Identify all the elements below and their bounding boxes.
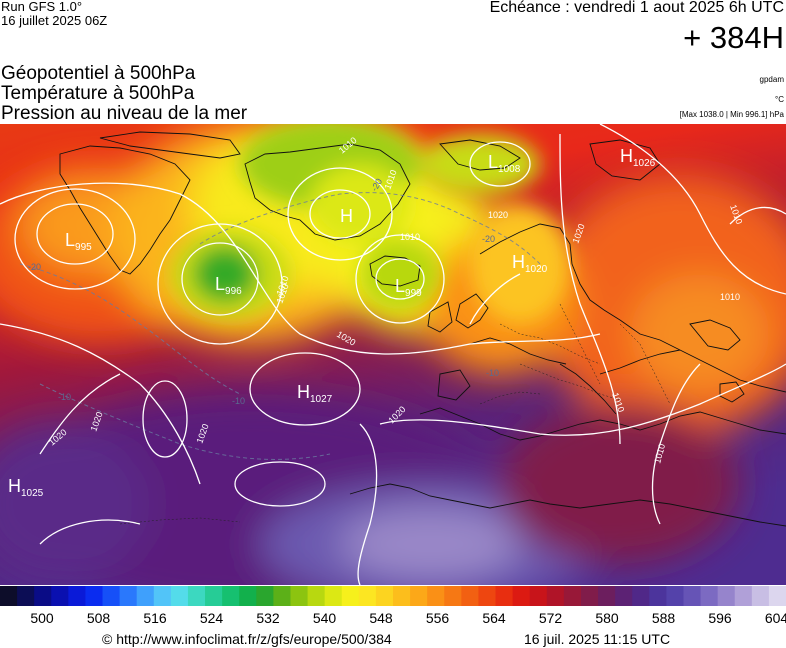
color-scale-swatch bbox=[717, 586, 736, 606]
color-scale-swatch bbox=[546, 586, 565, 606]
color-scale-tick: 556 bbox=[425, 610, 450, 626]
color-scale-swatch bbox=[273, 586, 292, 606]
color-scale-swatch bbox=[358, 586, 377, 606]
color-scale-tick: 548 bbox=[369, 610, 393, 626]
pressure-system-label: H1026 bbox=[620, 146, 656, 169]
pressure-system-label: H1020 bbox=[512, 252, 548, 275]
color-scale-swatch bbox=[734, 586, 753, 606]
weather-map: L995 L996 H L999 L1008 H1026 H1020 H1027… bbox=[0, 124, 786, 585]
color-scale-swatch bbox=[17, 586, 35, 606]
color-scale-swatch bbox=[307, 586, 326, 606]
unit-geopotential: gpdam bbox=[759, 75, 784, 84]
color-scale-swatch bbox=[136, 586, 155, 606]
color-scale-swatch bbox=[187, 586, 206, 606]
unit-temperature: °C bbox=[775, 95, 784, 104]
pressure-system-label: L995 bbox=[65, 230, 92, 253]
color-scale bbox=[0, 586, 786, 606]
color-scale-tick: 516 bbox=[143, 610, 167, 626]
color-scale-tick: 508 bbox=[86, 610, 111, 626]
color-scale-tick: 500 bbox=[30, 610, 54, 626]
pressure-system-label: H bbox=[340, 206, 353, 226]
color-scale-tick: 540 bbox=[312, 610, 337, 626]
color-scale-swatch bbox=[256, 586, 274, 606]
color-scale-swatch bbox=[410, 586, 428, 606]
run-date: 16 juillet 2025 06Z bbox=[1, 13, 108, 28]
color-scale-swatch bbox=[649, 586, 667, 606]
temperature-label: -20 bbox=[482, 234, 495, 244]
color-scale-swatch bbox=[375, 586, 394, 606]
color-scale-swatch bbox=[393, 586, 411, 606]
render-timestamp: 16 juil. 2025 11:15 UTC bbox=[524, 631, 671, 647]
isobars bbox=[0, 124, 786, 585]
color-scale-swatch bbox=[427, 586, 445, 606]
color-scale-swatch bbox=[444, 586, 462, 606]
forecast-horizon: + 384H bbox=[683, 20, 784, 55]
title-geopotential: Géopotentiel à 500hPa bbox=[1, 63, 196, 84]
pressure-system-label: H1027 bbox=[297, 382, 333, 405]
color-scale-swatch bbox=[700, 586, 719, 606]
color-scale-swatch bbox=[563, 586, 582, 606]
color-scale-swatch bbox=[51, 586, 69, 606]
color-scale-swatch bbox=[615, 586, 633, 606]
color-scale-swatch bbox=[119, 586, 138, 606]
color-scale-swatch bbox=[683, 586, 702, 606]
color-scale-tick: 580 bbox=[595, 610, 619, 626]
temperature-label: -10 bbox=[486, 368, 499, 378]
echeance-label: Echéance : vendredi 1 aout 2025 6h UTC bbox=[489, 0, 784, 16]
color-scale-tick: 572 bbox=[538, 610, 563, 626]
color-scale-swatch bbox=[205, 586, 223, 606]
temperature-label: -20 bbox=[28, 262, 41, 272]
color-scale-swatch bbox=[666, 586, 685, 606]
temperature-label: -10 bbox=[232, 396, 245, 406]
pressure-range: [Max 1038.0 | Min 996.1] hPa bbox=[679, 110, 784, 119]
color-scale-swatch bbox=[68, 586, 87, 606]
title-temperature: Température à 500hPa bbox=[1, 83, 195, 104]
pressure-systems: L995 L996 H L999 L1008 H1026 H1020 H1027… bbox=[8, 146, 656, 499]
color-scale-ticks: 500 508 516 524 532 540 548 556 564 572 580 588 596 6… bbox=[0, 610, 786, 628]
temperature-field bbox=[0, 124, 786, 585]
color-scale-swatch bbox=[768, 586, 786, 606]
color-scale-swatch bbox=[102, 586, 121, 606]
color-scale-swatch bbox=[239, 586, 257, 606]
temperature-label: -10 bbox=[58, 392, 71, 402]
title-pressure: Pression au niveau de la mer bbox=[1, 103, 248, 124]
coastlines bbox=[59, 131, 786, 527]
color-scale-swatch bbox=[598, 586, 616, 606]
isobar-label: 1010 bbox=[400, 232, 420, 242]
color-scale-swatch bbox=[512, 586, 531, 606]
color-scale-swatch bbox=[341, 586, 360, 606]
color-scale-swatch bbox=[751, 586, 770, 606]
color-scale-tick: 596 bbox=[708, 610, 732, 626]
color-scale-swatch bbox=[170, 586, 189, 606]
color-scale-swatch bbox=[632, 586, 650, 606]
isobar-label: 1020 bbox=[488, 210, 508, 220]
pressure-system-label: H1025 bbox=[8, 476, 44, 499]
isobar-label: 1010 bbox=[720, 292, 740, 302]
color-scale-tick: 588 bbox=[651, 610, 676, 626]
color-scale-swatch bbox=[222, 586, 240, 606]
pressure-system-label: L996 bbox=[215, 274, 242, 297]
color-scale-swatch bbox=[324, 586, 343, 606]
pressure-system-label: L1008 bbox=[488, 152, 521, 175]
color-scale-swatch bbox=[478, 586, 497, 606]
color-scale-swatch bbox=[0, 586, 18, 606]
country-borders bbox=[119, 303, 671, 525]
color-scale-tick: 604 bbox=[764, 610, 786, 626]
color-scale-tick: 564 bbox=[482, 610, 506, 626]
color-scale-swatch bbox=[461, 586, 480, 606]
color-scale-swatch bbox=[85, 586, 104, 606]
color-scale-swatch bbox=[290, 586, 309, 606]
color-scale-swatch bbox=[580, 586, 599, 606]
color-scale-tick: 532 bbox=[256, 610, 280, 626]
color-scale-swatch bbox=[34, 586, 52, 606]
source-url: © http://www.infoclimat.fr/z/gfs/europe/… bbox=[102, 631, 392, 647]
color-scale-tick: 524 bbox=[199, 610, 224, 626]
color-scale-swatch bbox=[529, 586, 548, 606]
color-scale-swatch bbox=[495, 586, 514, 606]
pressure-system-label: L999 bbox=[395, 276, 422, 299]
color-scale-swatch bbox=[153, 586, 172, 606]
run-label: Run GFS 1.0° bbox=[1, 0, 83, 14]
